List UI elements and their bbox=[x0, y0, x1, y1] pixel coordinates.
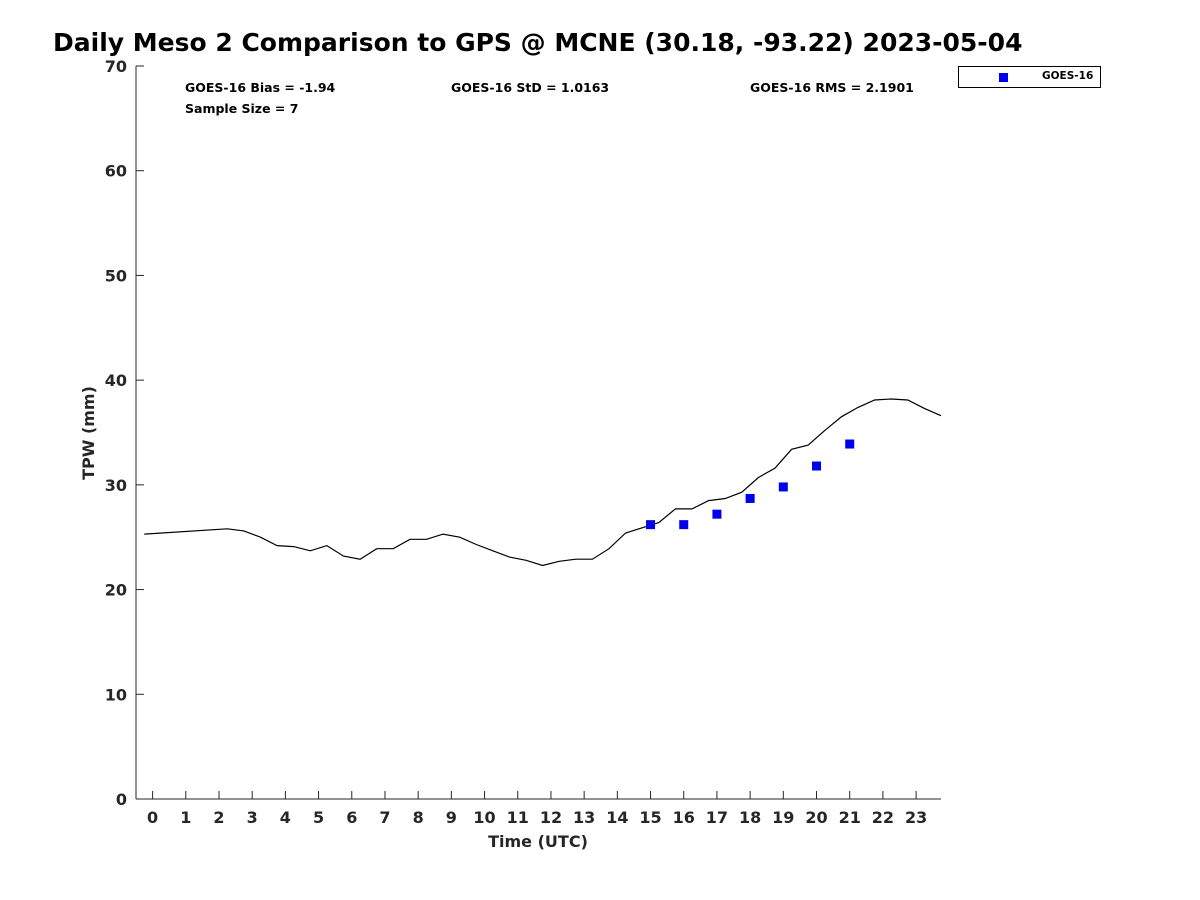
bias-stat: GOES-16 Bias = -1.94 bbox=[185, 80, 336, 95]
legend-label-goes16: GOES-16 bbox=[1042, 70, 1094, 82]
x-tick-label: 9 bbox=[446, 808, 457, 827]
goes16-point bbox=[778, 482, 788, 492]
x-tick-label: 1 bbox=[180, 808, 191, 827]
x-tick-label: 11 bbox=[507, 808, 529, 827]
x-axis-ticks: 0 1 2 3 4 5 6 7 8 9 10 11 12 13 14 15 16 17 18 19 20 21 22 23 bbox=[147, 791, 927, 827]
goes16-point bbox=[845, 439, 855, 449]
x-tick-label: 21 bbox=[839, 808, 861, 827]
y-axis-label: TPW (mm) bbox=[79, 386, 98, 480]
gps-tpw-line bbox=[144, 398, 942, 567]
x-tick-label: 17 bbox=[706, 808, 728, 827]
x-tick-label: 23 bbox=[905, 808, 927, 827]
x-tick-label: 4 bbox=[280, 808, 291, 827]
x-tick-label: 5 bbox=[313, 808, 324, 827]
sample-size-stat: Sample Size = 7 bbox=[185, 101, 299, 116]
x-tick-label: 3 bbox=[247, 808, 258, 827]
y-tick-label: 30 bbox=[105, 476, 127, 495]
goes16-point bbox=[646, 520, 656, 530]
x-tick-label: 16 bbox=[673, 808, 695, 827]
x-tick-label: 18 bbox=[739, 808, 761, 827]
x-tick-label: 12 bbox=[540, 808, 562, 827]
goes16-point bbox=[812, 461, 822, 471]
y-tick-label: 60 bbox=[105, 162, 127, 181]
chart-title: Daily Meso 2 Comparison to GPS @ MCNE (3… bbox=[53, 28, 1023, 57]
x-tick-label: 7 bbox=[379, 808, 390, 827]
x-tick-label: 10 bbox=[473, 808, 495, 827]
x-axis-label: Time (UTC) bbox=[488, 832, 588, 851]
x-tick-label: 8 bbox=[413, 808, 424, 827]
y-axis-ticks: 0 10 20 30 40 50 60 70 bbox=[105, 57, 144, 809]
y-tick-label: 50 bbox=[105, 266, 127, 285]
x-tick-label: 14 bbox=[606, 808, 628, 827]
x-tick-label: 0 bbox=[147, 808, 158, 827]
y-tick-label: 20 bbox=[105, 581, 127, 600]
x-tick-label: 15 bbox=[639, 808, 661, 827]
goes16-point bbox=[712, 509, 722, 519]
y-tick-label: 0 bbox=[116, 790, 127, 809]
y-tick-label: 40 bbox=[105, 371, 127, 390]
x-tick-label: 6 bbox=[346, 808, 357, 827]
x-tick-label: 20 bbox=[805, 808, 827, 827]
goes16-point bbox=[745, 493, 755, 503]
chart-axes bbox=[135, 66, 941, 800]
x-tick-label: 19 bbox=[772, 808, 794, 827]
goes16-point bbox=[679, 520, 689, 530]
legend: GOES-16 bbox=[958, 66, 1101, 88]
std-stat: GOES-16 StD = 1.0163 bbox=[451, 80, 610, 95]
x-tick-label: 22 bbox=[872, 808, 894, 827]
data-series bbox=[144, 398, 942, 567]
x-tick-label: 2 bbox=[213, 808, 224, 827]
y-tick-label: 10 bbox=[105, 685, 127, 704]
legend-marker-goes16 bbox=[999, 73, 1008, 82]
x-tick-label: 13 bbox=[573, 808, 595, 827]
rms-stat: GOES-16 RMS = 2.1901 bbox=[750, 80, 914, 95]
y-tick-label: 70 bbox=[105, 57, 127, 76]
